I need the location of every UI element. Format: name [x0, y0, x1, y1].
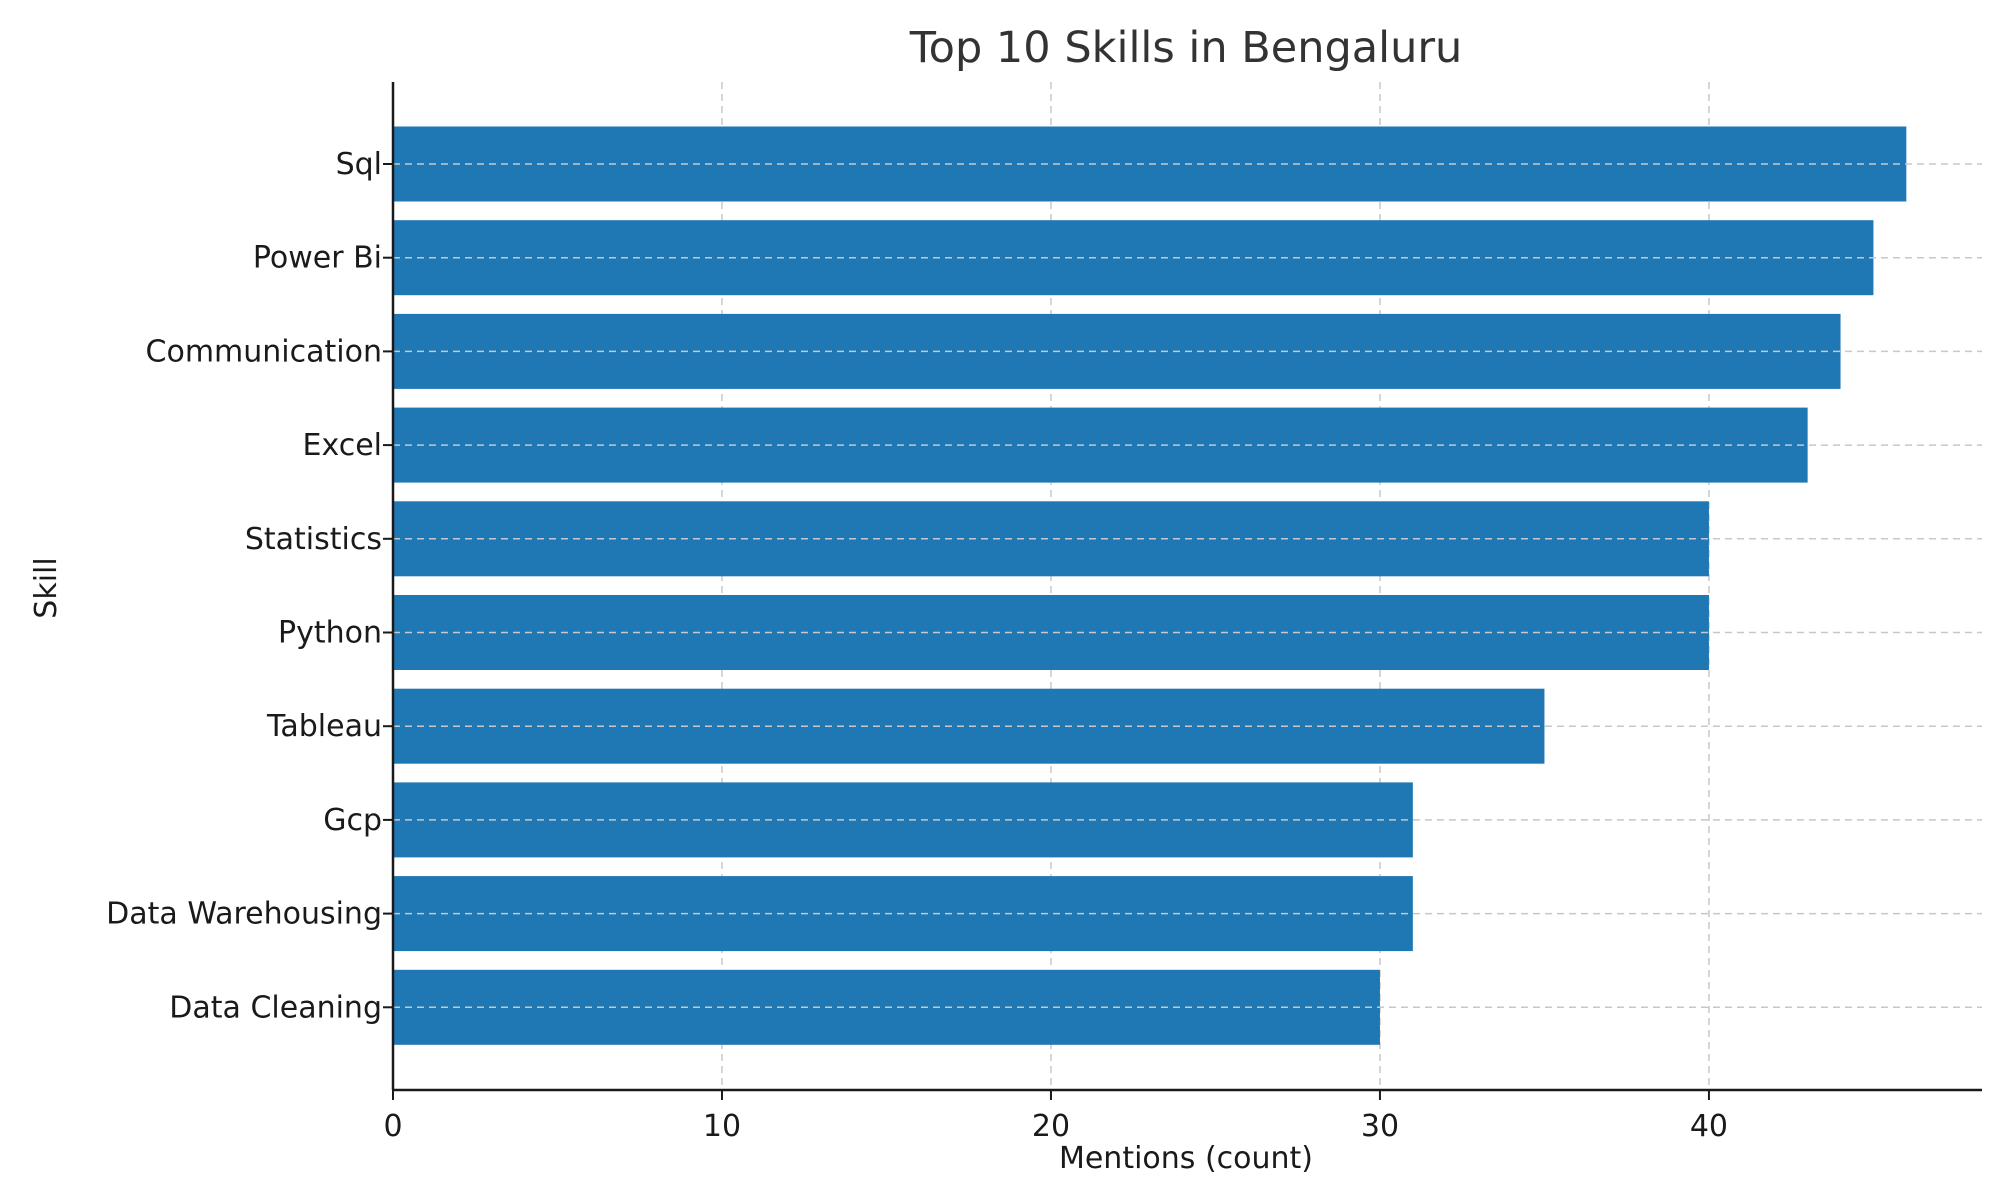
- x-axis-ticks: 0 10 20 30 40: [383, 1090, 1728, 1144]
- x-tick-label: 0: [383, 1109, 402, 1144]
- x-axis-title: Mentions (count): [1059, 1141, 1313, 1176]
- bars: [393, 126, 1907, 1045]
- chart-title: Top 10 Skills in Bengaluru: [909, 23, 1463, 73]
- y-tick-label: Power Bi: [253, 241, 382, 276]
- x-tick-label: 40: [1690, 1109, 1728, 1144]
- y-tick-label: Excel: [303, 428, 382, 463]
- y-tick-label: Data Warehousing: [106, 897, 382, 932]
- y-tick-label: Data Cleaning: [169, 990, 382, 1025]
- y-tick-label: Gcp: [323, 803, 382, 838]
- y-tick-label: Communication: [146, 334, 382, 369]
- y-axis-ticks: Sql Power Bi Communication Excel Statistics P…: [106, 147, 393, 1025]
- y-tick-label: Tableau: [266, 709, 382, 744]
- y-axis-title: Skill: [29, 557, 64, 618]
- axes: [391, 82, 1982, 1092]
- bar: [393, 688, 1545, 764]
- y-tick-label: Sql: [336, 147, 382, 182]
- x-tick-label: 10: [703, 1109, 741, 1144]
- y-tick-label: Statistics: [245, 522, 382, 557]
- x-tick-label: 30: [1361, 1109, 1399, 1144]
- x-tick-label: 20: [1032, 1109, 1070, 1144]
- category-gridlines: [393, 163, 1982, 1009]
- y-tick-label: Python: [278, 616, 382, 651]
